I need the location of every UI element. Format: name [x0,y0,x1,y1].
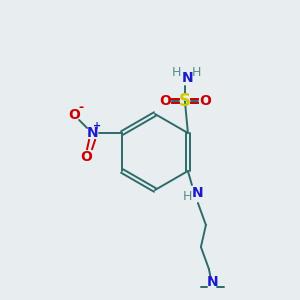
Text: -: - [79,100,84,113]
Text: O: O [80,150,92,164]
Text: O: O [159,94,171,108]
Text: N: N [207,275,219,289]
Text: H: H [183,190,193,203]
Text: +: + [93,121,101,131]
Text: O: O [68,108,80,122]
Text: S: S [179,92,191,110]
Text: H: H [192,65,202,79]
Text: N: N [192,186,204,200]
Text: H: H [172,65,182,79]
Text: O: O [199,94,211,108]
Text: N: N [86,126,98,140]
Text: N: N [182,71,194,85]
